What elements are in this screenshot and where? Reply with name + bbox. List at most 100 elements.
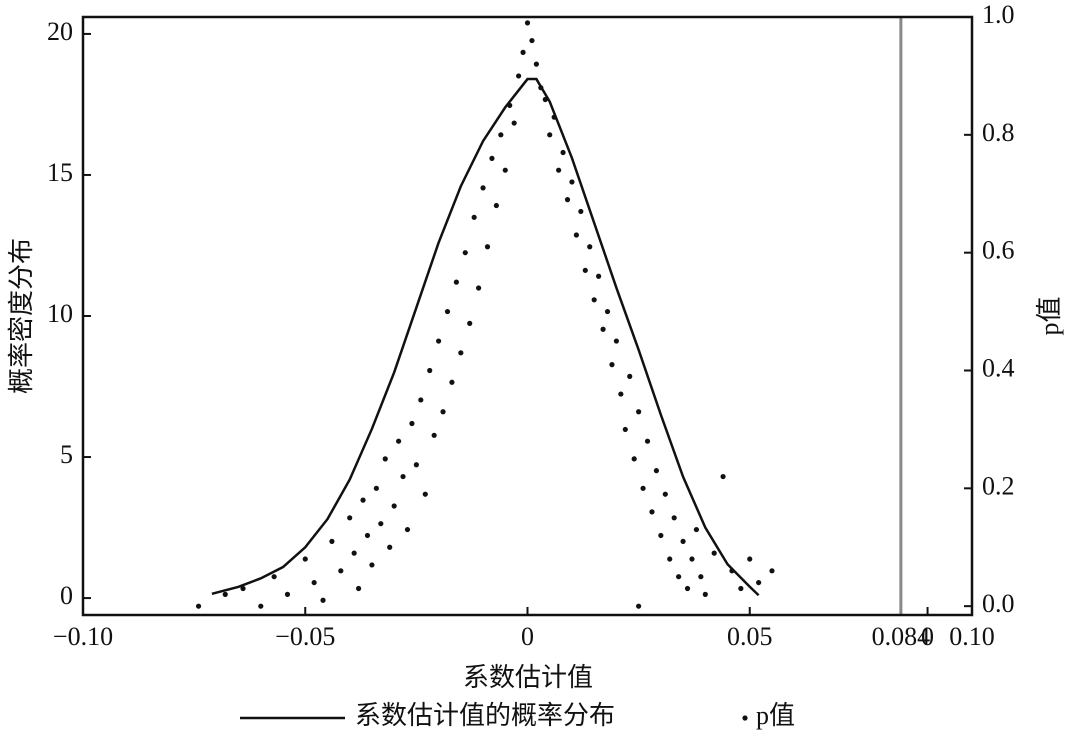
y2-tick-label: 0.8 bbox=[982, 118, 1015, 147]
p-value-point bbox=[360, 497, 366, 503]
p-value-point bbox=[684, 585, 691, 592]
p-value-point bbox=[529, 37, 535, 44]
p-value-point bbox=[564, 197, 571, 203]
p-value-point bbox=[338, 568, 344, 574]
p-value-point bbox=[729, 568, 735, 574]
p-value-point bbox=[222, 591, 228, 597]
x-tick-label: −0.10 bbox=[53, 622, 113, 651]
p-value-point bbox=[391, 503, 397, 509]
p-value-point bbox=[627, 373, 633, 379]
p-value-point bbox=[644, 438, 651, 444]
p-value-point bbox=[702, 591, 708, 597]
p-value-point bbox=[649, 509, 655, 515]
p-value-point bbox=[489, 155, 495, 161]
x-tick-label: 0.05 bbox=[727, 622, 773, 651]
p-value-point bbox=[520, 49, 526, 55]
p-value-point bbox=[591, 297, 597, 303]
y2-tick-label: 1.0 bbox=[982, 0, 1015, 29]
p-value-point bbox=[364, 532, 371, 539]
p-value-point bbox=[551, 114, 557, 120]
p-value-point bbox=[631, 456, 637, 462]
y2-axis-label: p值 bbox=[1035, 296, 1064, 335]
p-value-point bbox=[311, 579, 317, 586]
p-value-point bbox=[427, 367, 433, 374]
p-value-point bbox=[596, 273, 602, 279]
p-value-point bbox=[195, 603, 202, 609]
x-tick-label: 0 bbox=[521, 622, 534, 651]
p-value-point bbox=[418, 397, 424, 403]
p-value-point bbox=[680, 538, 686, 544]
p-value-point bbox=[556, 167, 562, 173]
p-value-point bbox=[653, 468, 660, 474]
p-value-point bbox=[756, 579, 762, 586]
p-value-point bbox=[578, 208, 584, 215]
p-value-point bbox=[271, 574, 277, 580]
y-tick-label: 10 bbox=[47, 299, 73, 328]
y2-tick-label: 0.4 bbox=[982, 353, 1015, 382]
p-value-point bbox=[738, 585, 744, 592]
y-tick-label: 20 bbox=[47, 17, 73, 46]
p-value-point bbox=[302, 556, 308, 562]
p-value-point bbox=[382, 456, 388, 462]
p-value-point bbox=[400, 473, 406, 480]
p-value-point bbox=[618, 391, 624, 397]
p-value-point bbox=[440, 409, 446, 415]
p-value-point bbox=[258, 603, 264, 609]
p-value-point bbox=[671, 515, 677, 521]
p-value-point bbox=[240, 585, 246, 592]
p-value-point bbox=[449, 379, 455, 385]
y2-tick-label: 0.0 bbox=[982, 589, 1015, 618]
x-tick-label: 0 bbox=[921, 622, 934, 651]
p-value-point bbox=[676, 574, 682, 580]
y-tick-label: 0 bbox=[60, 581, 73, 610]
p-value-point bbox=[502, 167, 508, 173]
p-value-point bbox=[769, 568, 775, 574]
legend-label: 系数估计值的概率分布 bbox=[355, 701, 615, 730]
p-value-point bbox=[369, 562, 375, 568]
p-value-point bbox=[387, 544, 393, 550]
y-axis-label: 概率密度分布 bbox=[7, 238, 36, 394]
p-value-point bbox=[569, 179, 575, 185]
p-value-point bbox=[636, 603, 642, 609]
p-value-point bbox=[413, 462, 419, 468]
p-value-point bbox=[458, 350, 464, 356]
p-value-point bbox=[542, 96, 548, 103]
p-value-point bbox=[609, 362, 615, 368]
p-value-point bbox=[662, 491, 668, 497]
p-value-point bbox=[622, 426, 628, 433]
x-tick-label: −0.05 bbox=[275, 622, 335, 651]
p-value-point bbox=[395, 438, 402, 444]
p-value-point bbox=[284, 591, 291, 597]
x-axis-label: 系数估计值 bbox=[463, 663, 593, 692]
legend-label: p值 bbox=[756, 701, 795, 730]
p-value-point bbox=[711, 550, 717, 556]
p-value-point bbox=[516, 73, 522, 79]
p-value-point bbox=[453, 279, 459, 285]
p-value-point bbox=[560, 149, 566, 156]
x-tick-label: 0.084 bbox=[872, 622, 931, 651]
p-value-point bbox=[480, 185, 486, 191]
p-value-point bbox=[329, 538, 335, 544]
p-value-point bbox=[698, 574, 704, 580]
p-value-point bbox=[471, 214, 477, 220]
plot-frame bbox=[81, 15, 974, 617]
p-value-point bbox=[636, 409, 642, 415]
p-value-point bbox=[404, 526, 411, 533]
p-value-point bbox=[613, 338, 620, 344]
p-value-point bbox=[320, 597, 326, 603]
p-value-point bbox=[604, 308, 611, 315]
y2-tick-label: 0.6 bbox=[982, 236, 1015, 265]
p-value-point bbox=[747, 556, 753, 562]
p-value-point bbox=[547, 132, 553, 138]
p-value-point bbox=[409, 420, 415, 427]
p-value-point bbox=[422, 491, 428, 497]
p-value-point bbox=[355, 585, 362, 592]
p-value-point bbox=[476, 285, 482, 291]
y2-tick-label: 0.2 bbox=[982, 471, 1015, 500]
p-value-point bbox=[493, 202, 499, 209]
p-value-point bbox=[347, 515, 353, 521]
p-value-point bbox=[351, 550, 357, 556]
p-value-point bbox=[600, 326, 606, 332]
p-value-point bbox=[498, 132, 504, 138]
